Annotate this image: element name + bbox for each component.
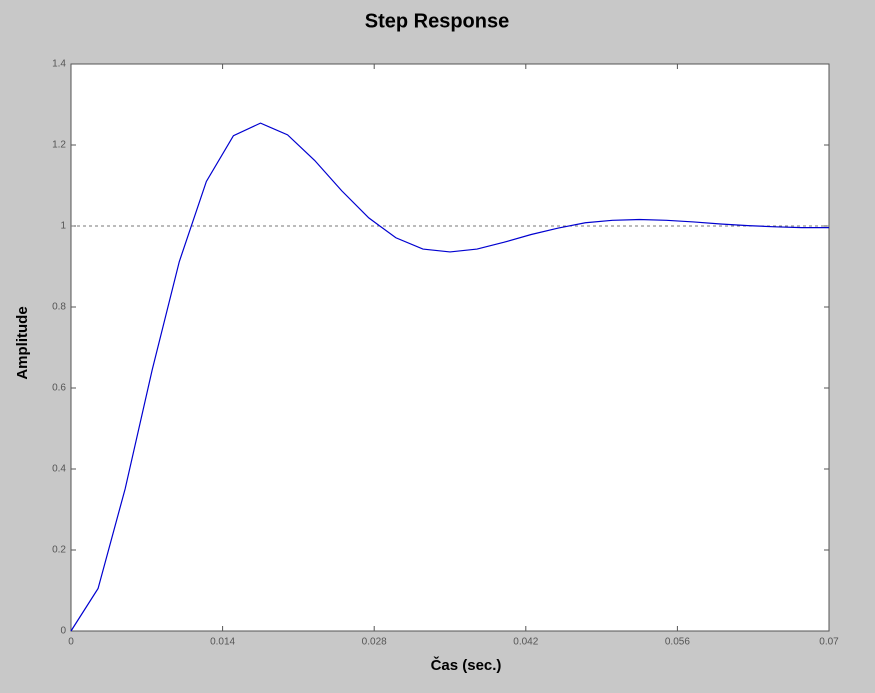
x-tick-label: 0.014 [210, 637, 235, 648]
x-axis-label: Čas (sec.) [431, 656, 502, 674]
chart-title: Step Response [365, 10, 509, 32]
y-axis-label: Amplitude [14, 306, 31, 379]
y-tick-label: 0.2 [52, 545, 66, 556]
y-tick-label: 1 [60, 221, 66, 232]
y-tick-label: 0.4 [52, 464, 66, 475]
response-line [70, 122, 829, 632]
x-tick-label: 0.07 [819, 637, 839, 648]
y-tick-label: 0 [60, 626, 66, 637]
y-tick-label: 1.2 [52, 140, 66, 151]
x-tick-label: 0.028 [362, 637, 387, 648]
y-tick-label: 0.6 [52, 383, 66, 394]
y-tick-label: 0.8 [52, 302, 66, 313]
x-tick-label: 0.056 [665, 637, 690, 648]
plot-area [70, 63, 830, 632]
x-tick-label: 0 [68, 637, 74, 648]
x-tick-label: 0.042 [513, 637, 538, 648]
y-tick-label: 1.4 [52, 59, 66, 70]
